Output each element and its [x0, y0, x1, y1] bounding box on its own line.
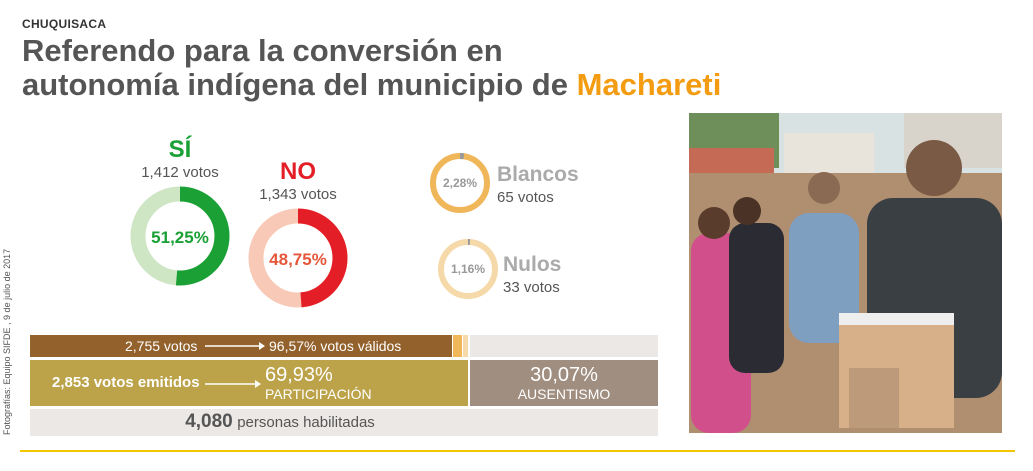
si-votes: 1,412 votos	[141, 164, 219, 181]
blancos-percent: 2,28%	[442, 176, 478, 190]
valid-remainder-bar	[470, 335, 658, 357]
bottom-rule	[20, 450, 1015, 452]
title-line-2: autonomía indígena del municipio de Mach…	[22, 68, 721, 102]
participation-bar	[30, 360, 468, 406]
absent-label: AUSENTISMO	[517, 386, 611, 402]
emitted-arrow-icon	[205, 380, 261, 388]
no-percent: 48,75%	[269, 250, 327, 269]
enabled-text: 4,080 personas habilitadas	[30, 411, 530, 433]
blancos-votes: 65 votos	[497, 189, 554, 206]
title-line-1: Referendo para la conversión en	[22, 33, 503, 68]
enabled-number: 4,080	[185, 411, 233, 432]
region-label: CHUQUISACA	[22, 17, 107, 31]
participation-pct: 69,93%	[265, 364, 333, 386]
valid-pct-text: 96,57% votos válidos	[269, 338, 402, 354]
valid-votes-text: 2,755 votos	[125, 338, 198, 354]
nulos-label: Nulos	[503, 253, 562, 276]
blancos-donut-arc	[430, 153, 490, 213]
enabled-bar	[30, 409, 658, 436]
title-line-2-text: autonomía indígena del municipio de	[22, 67, 577, 102]
si-label: SÍ	[168, 136, 192, 163]
participation-label: PARTICIPACIÓN	[265, 386, 372, 402]
blancos-label: Blancos	[497, 163, 579, 186]
nulos-donut-arc	[438, 239, 498, 299]
no-donut-arc	[248, 208, 348, 308]
no-donut	[248, 208, 348, 308]
absent-bar	[470, 360, 658, 406]
emitted-votes-text: 2,853 votos emitidos	[52, 374, 200, 391]
no-votes: 1,343 votos	[259, 186, 337, 203]
nulos-sliver	[463, 335, 468, 357]
si-donut	[130, 186, 230, 286]
si-percent: 51,25%	[151, 228, 209, 247]
blancos-donut	[430, 153, 490, 213]
nulos-percent: 1,16%	[450, 262, 486, 276]
absent-pct: 30,07%	[530, 364, 598, 386]
blancos-sliver	[453, 335, 462, 357]
nulos-donut	[438, 239, 498, 299]
nulos-votes: 33 votos	[503, 279, 560, 296]
valid-arrow-icon	[205, 342, 265, 350]
photo-credit: Fotografías: Equipo SIFDE , 9 de julio d…	[2, 248, 12, 435]
si-donut-arc	[130, 186, 230, 286]
title-highlight: Machareti	[576, 67, 722, 102]
no-label: NO	[280, 158, 316, 185]
page-title: Referendo para la conversión en autonomí…	[22, 34, 721, 102]
enabled-label: personas habilitadas	[237, 414, 375, 431]
voting-photo	[689, 113, 1002, 433]
